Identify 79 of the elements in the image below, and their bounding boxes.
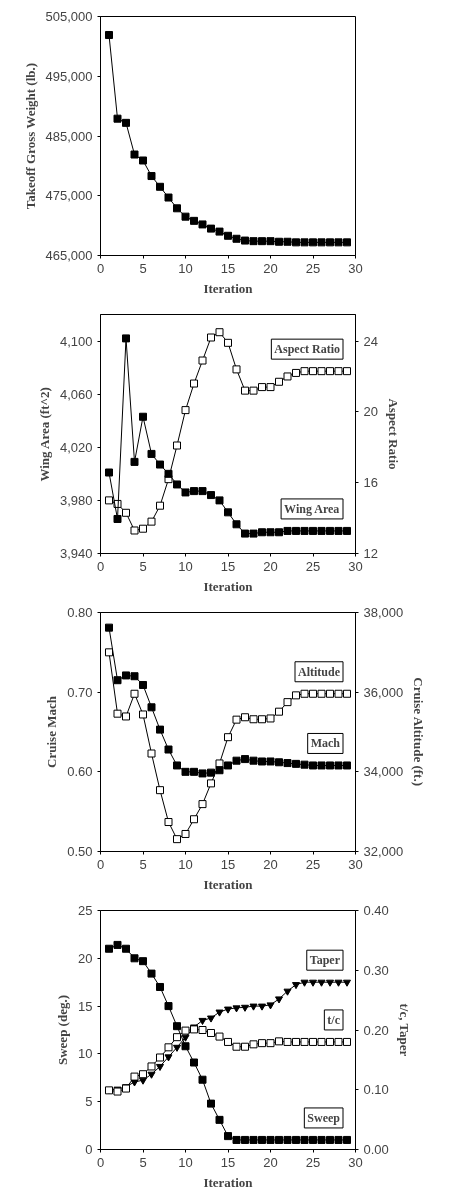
y2-tick-label: 0.30: [363, 962, 389, 978]
y-tick-label: 0.70: [67, 684, 93, 700]
y2-axis-title: Cruise Altitude (ft.): [411, 677, 427, 786]
x-tick-label: 25: [305, 856, 321, 872]
series-label: Mach: [310, 736, 341, 751]
series-label: Wing Area: [284, 501, 340, 516]
y-tick-label: 4,100: [59, 333, 93, 349]
x-tick-label: 20: [263, 558, 278, 574]
y-tick-label: 465,000: [45, 248, 93, 263]
x-tick-label: 30: [348, 1154, 363, 1170]
x-tick-label: 0: [96, 856, 105, 872]
y2-tick-label: 20: [363, 404, 378, 420]
y-axis-title: Sweep (deg.): [55, 994, 71, 1066]
x-tick-label: 10: [178, 856, 193, 872]
y2-tick-label: 0.20: [363, 1022, 389, 1038]
y2-tick-label: 24: [363, 333, 378, 349]
y2-tick-label: 0.00: [363, 1142, 389, 1157]
x-tick-label: 0: [96, 1154, 105, 1170]
x-tick-label: 10: [178, 1154, 193, 1170]
x-tick-label: 15: [220, 558, 236, 574]
x-tick-label: 25: [305, 558, 321, 574]
y-tick-label: 495,000: [45, 68, 93, 84]
x-tick-label: 20: [263, 856, 278, 872]
x-tick-label: 10: [178, 558, 193, 574]
x-axis-title: Iteration: [203, 876, 254, 892]
x-axis-title: Iteration: [203, 280, 254, 296]
x-tick-label: 30: [348, 856, 363, 872]
x-axis-title: Iteration: [203, 578, 254, 594]
x-tick-label: 20: [263, 260, 278, 276]
y-tick-label: 485,000: [45, 128, 93, 144]
y-axis-title: Cruise Mach: [44, 695, 60, 768]
y-axis-title: Takeoff Gross Weight (lb.): [22, 62, 38, 210]
y-tick-label: 505,000: [45, 9, 93, 24]
y2-axis-title: Aspect Ratio: [385, 398, 401, 470]
y-tick-label: 3,980: [59, 492, 93, 508]
x-tick-label: 30: [348, 558, 363, 574]
y2-tick-label: 34,000: [363, 764, 404, 780]
x-tick-label: 30: [348, 260, 363, 276]
y2-axis-title: t/c, Taper: [396, 1003, 412, 1057]
series-label: Taper: [309, 953, 341, 968]
x-tick-label: 25: [305, 1154, 321, 1170]
x-tick-label: 0: [96, 558, 105, 574]
y-tick-label: 0: [85, 1142, 93, 1157]
y-tick-label: 4,020: [59, 439, 93, 455]
y-axis-title: Wing Area (ft^2): [36, 387, 52, 482]
y2-tick-label: 0.40: [363, 903, 389, 918]
x-axis-title: Iteration: [203, 1174, 254, 1190]
y2-tick-label: 36,000: [363, 684, 404, 700]
x-tick-label: 5: [139, 260, 147, 276]
x-tick-label: 5: [139, 1154, 147, 1170]
y-tick-label: 10: [78, 1046, 93, 1062]
series-label: Altitude: [298, 664, 341, 679]
y2-tick-label: 12: [363, 546, 378, 561]
x-tick-label: 0: [96, 260, 105, 276]
y-tick-label: 0.80: [67, 605, 93, 620]
y-tick-label: 0.50: [67, 844, 93, 859]
series-label: Aspect Ratio: [274, 342, 340, 357]
x-tick-label: 20: [263, 1154, 278, 1170]
x-tick-label: 25: [305, 260, 321, 276]
y-tick-label: 4,060: [59, 386, 93, 402]
x-tick-label: 5: [139, 856, 147, 872]
x-tick-label: 15: [220, 260, 236, 276]
y-tick-label: 25: [78, 903, 93, 918]
y2-tick-label: 0.10: [363, 1082, 389, 1098]
y2-tick-label: 38,000: [363, 605, 404, 620]
y-tick-label: 20: [78, 950, 93, 966]
y-tick-label: 5: [85, 1094, 93, 1110]
x-tick-label: 5: [139, 558, 147, 574]
y-tick-label: 15: [78, 998, 93, 1014]
x-tick-label: 10: [178, 260, 193, 276]
series-label: t/c: [327, 1012, 341, 1027]
y2-tick-label: 32,000: [363, 844, 404, 859]
y-tick-label: 475,000: [45, 188, 93, 204]
y-tick-label: 0.60: [67, 764, 93, 780]
x-tick-label: 15: [220, 856, 236, 872]
y-tick-label: 3,940: [59, 546, 93, 561]
x-tick-label: 15: [220, 1154, 236, 1170]
series-label: Sweep: [307, 1110, 341, 1125]
y2-tick-label: 16: [363, 475, 378, 491]
